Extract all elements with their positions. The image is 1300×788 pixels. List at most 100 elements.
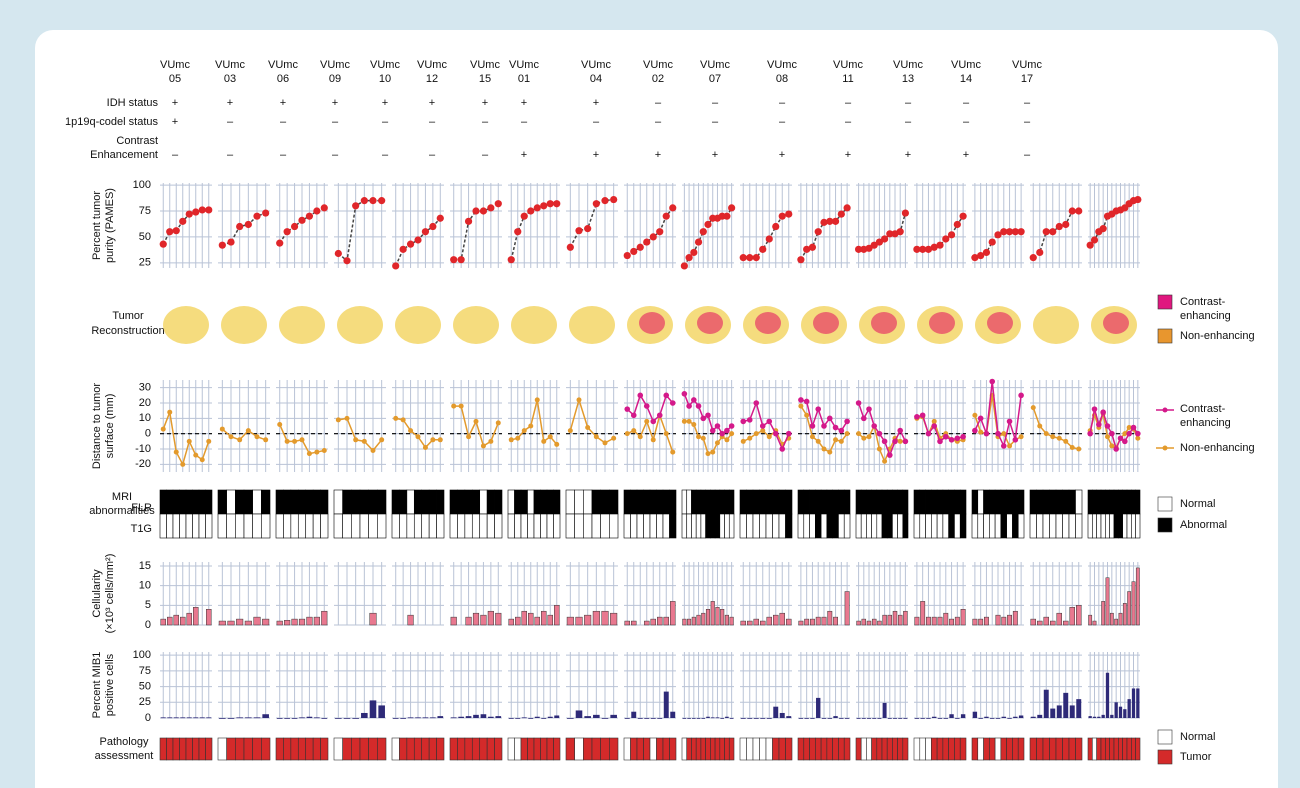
cellularity-bar — [897, 614, 903, 626]
distance-point-ce — [719, 430, 725, 437]
mib1-bar — [219, 718, 226, 719]
purity-point — [959, 212, 967, 220]
mri-t1g — [860, 513, 867, 539]
mri-t1g — [855, 513, 862, 539]
mri-t1g — [159, 513, 167, 539]
mri-t1g — [989, 513, 996, 539]
row-label: Pathology — [100, 736, 149, 748]
mri-t1g — [553, 513, 561, 539]
purity-point — [772, 222, 780, 231]
purity-point — [913, 245, 921, 253]
mib1-bar — [926, 718, 931, 719]
pathology-cell — [486, 737, 495, 761]
patient-id: VUmc — [833, 59, 863, 71]
cellularity-bar — [815, 616, 821, 626]
cellularity-bar — [696, 614, 701, 626]
mib1-bar — [644, 718, 650, 719]
mri-flr — [815, 489, 822, 515]
pathology-cell — [623, 737, 631, 761]
row-label: IDH status — [107, 97, 159, 109]
mri-flr — [971, 489, 979, 515]
purity-point — [406, 240, 415, 248]
mib1-bar — [720, 718, 724, 719]
purity-point — [514, 228, 522, 236]
mib1-bar — [495, 716, 502, 718]
mib1-bar — [227, 718, 235, 719]
pathology-cell — [1135, 737, 1141, 761]
distance-point-ne — [624, 431, 630, 437]
mib1-bar — [508, 718, 514, 719]
codel-status: – — [655, 116, 662, 128]
cellularity-bar — [760, 620, 766, 626]
mri-t1g — [778, 513, 786, 539]
purity-point — [533, 204, 541, 212]
mib1-bar — [465, 716, 472, 718]
purity-point — [601, 197, 609, 205]
mri-flr — [1036, 489, 1044, 515]
cellularity-bar — [575, 616, 583, 626]
pathology-cell — [305, 737, 314, 761]
distance-point-ne — [541, 438, 547, 444]
mib1-bar — [415, 717, 421, 719]
cellularity-bar — [943, 612, 949, 626]
purity-point — [414, 236, 422, 244]
mri-flr — [860, 489, 867, 515]
cellularity-bar — [1069, 607, 1075, 626]
codel-status: – — [963, 116, 970, 128]
tumor-reconstruction — [163, 306, 209, 344]
cellularity-bar — [624, 620, 630, 626]
pathology-cell — [820, 737, 828, 761]
mib1-bar — [306, 716, 313, 718]
pathology-cell — [643, 737, 651, 761]
purity-point — [305, 212, 314, 220]
mri-flr — [185, 489, 193, 515]
mri-flr — [486, 489, 495, 515]
pathology-cell — [838, 737, 845, 761]
patient-id: 06 — [277, 73, 289, 85]
idh-status: + — [593, 97, 599, 109]
distance-point-ne — [186, 438, 192, 444]
row-label: MRI — [112, 491, 132, 503]
distance-point-ce — [931, 423, 938, 429]
codel-status: – — [779, 116, 786, 128]
mib1-bar — [199, 717, 205, 719]
mri-flr — [1012, 489, 1019, 515]
distance-line-ce — [857, 402, 907, 458]
mib1-bar — [1101, 714, 1105, 718]
mri-t1g — [705, 513, 711, 539]
mri-t1g — [700, 513, 706, 539]
patient-id: VUmc — [767, 59, 797, 71]
cellularity-bar — [960, 609, 966, 626]
ce-status: – — [429, 149, 436, 161]
legend-label: Normal — [1180, 731, 1215, 743]
mri-flr — [377, 489, 387, 515]
mri-flr — [368, 489, 378, 515]
distance-point-ne — [567, 428, 573, 434]
patient-id: VUmc — [700, 59, 730, 71]
purity-point — [699, 228, 707, 236]
mri-t1g — [1135, 513, 1141, 539]
mib1-bar — [193, 717, 199, 719]
mib1-bar — [610, 714, 617, 718]
mib1-bar — [584, 716, 591, 718]
cellularity-bar — [892, 610, 898, 626]
mri-t1g — [643, 513, 651, 539]
pathology-cell — [1049, 737, 1057, 761]
mri-flr — [838, 489, 845, 515]
pathology-cell — [185, 737, 193, 761]
patient-id: 17 — [1021, 73, 1033, 85]
distance-point-ce — [887, 452, 893, 458]
purity-point — [1134, 195, 1142, 204]
cellularity-bar — [480, 614, 487, 626]
pathology-cell — [574, 737, 584, 761]
purity-point — [797, 256, 805, 264]
mib1-bar — [903, 718, 908, 719]
cellularity-bar — [369, 612, 377, 626]
purity-point — [886, 230, 894, 238]
pathology-cell — [1000, 737, 1007, 761]
mri-t1g — [838, 513, 845, 539]
mri-t1g — [600, 513, 610, 539]
mib1-bar — [753, 718, 759, 719]
mib1-bar — [978, 718, 983, 719]
distance-point-ne — [167, 409, 173, 415]
